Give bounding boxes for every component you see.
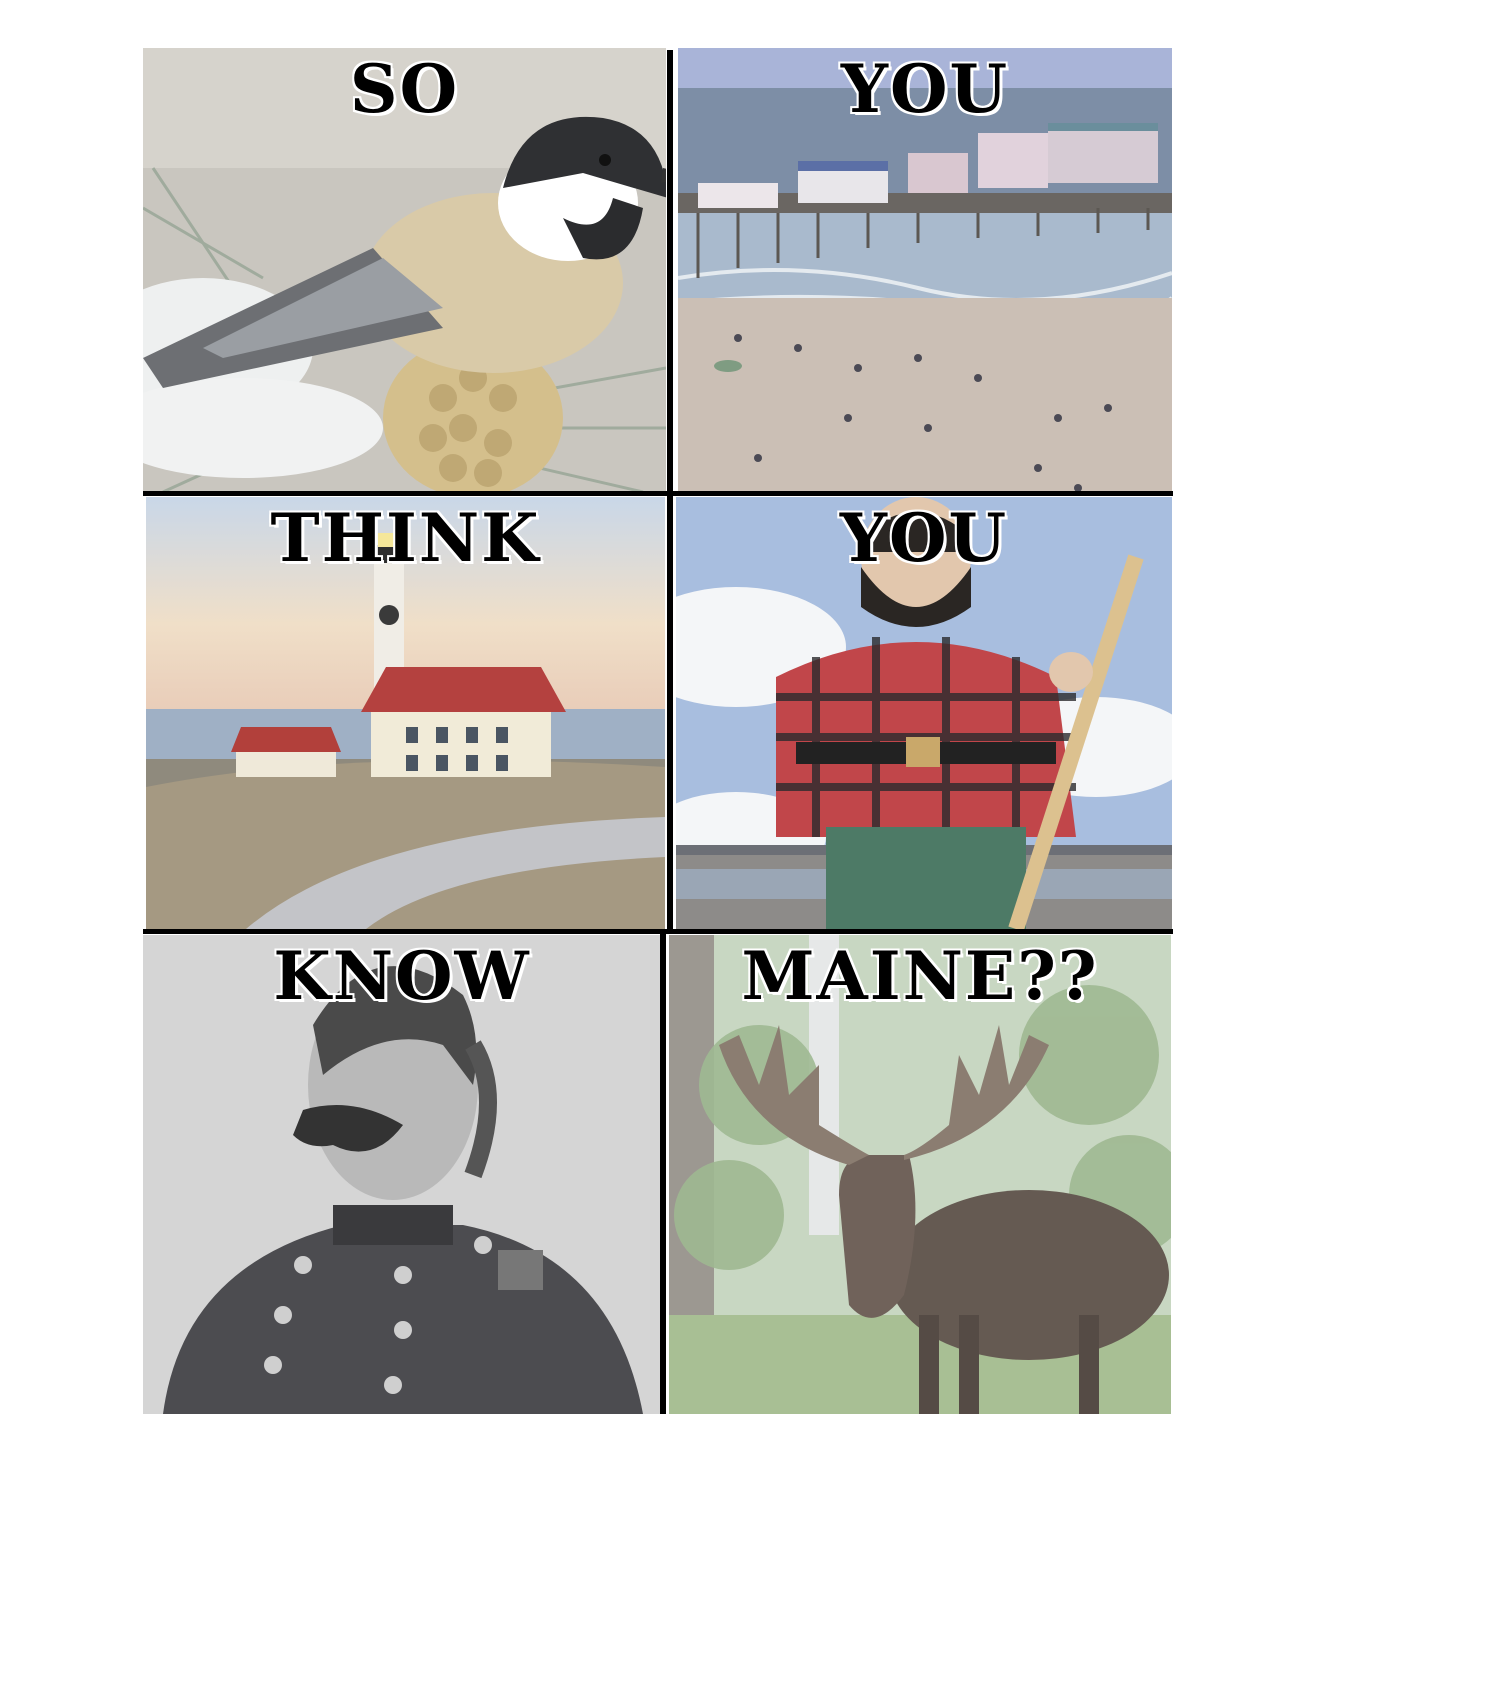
general-portrait-image [143, 935, 661, 1414]
panel-general-portrait: KNOW [143, 935, 661, 1414]
caption-you-1: YOU [840, 50, 1010, 128]
chickadee-image [143, 48, 666, 492]
panel-lumberjack: YOU [676, 497, 1172, 929]
caption-you-2: YOU [839, 499, 1009, 577]
panel-moose: MAINE?? [669, 935, 1171, 1414]
caption-think: THINK [270, 499, 541, 577]
panel-lighthouse: THINK [146, 497, 665, 929]
panel-beach-pier: YOU [678, 48, 1172, 492]
divider-vertical-top [667, 50, 673, 930]
divider-vertical-bottom [660, 930, 666, 1414]
divider-horizontal-2 [143, 929, 1173, 934]
moose-image [669, 935, 1171, 1414]
caption-so: SO [349, 50, 460, 128]
caption-maine: MAINE?? [741, 937, 1099, 1015]
caption-know: KNOW [273, 937, 531, 1015]
panel-chickadee: SO [143, 48, 666, 492]
divider-horizontal-1 [143, 491, 1173, 496]
lumberjack-image [676, 497, 1172, 929]
beach-pier-image [678, 48, 1172, 492]
lighthouse-image [146, 497, 665, 929]
